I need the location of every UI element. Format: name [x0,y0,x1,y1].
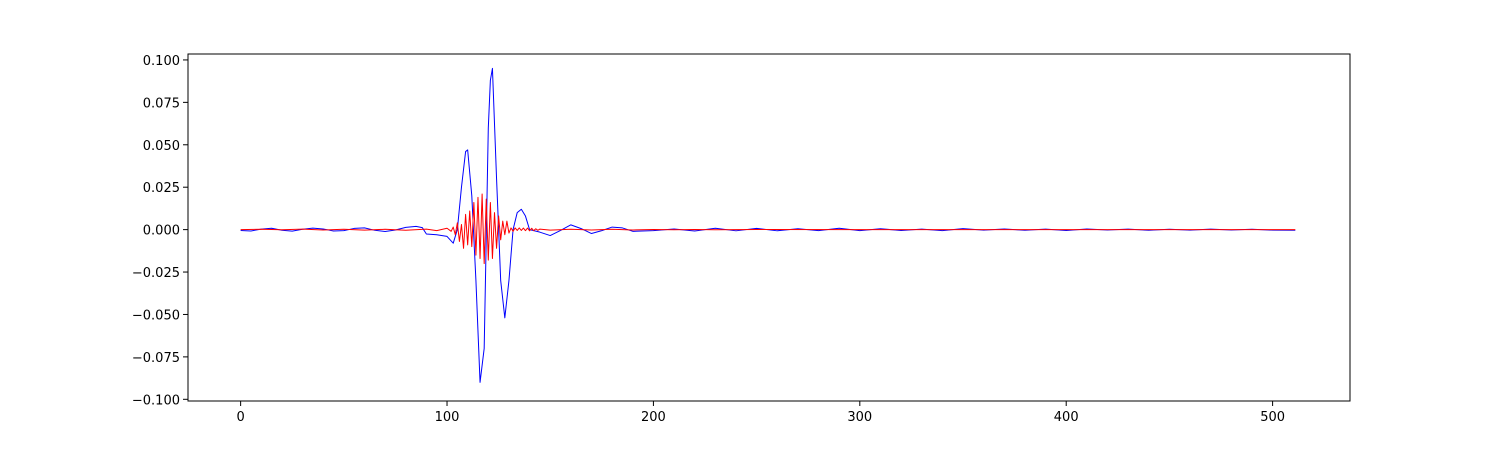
series-layer [240,67,1296,383]
series-line-2 [240,193,1296,265]
y-tick-label: −0.075 [132,351,180,366]
y-tick-label: −0.025 [132,266,180,281]
y-tick-label: 0.000 [143,224,180,239]
y-tick-label: −0.100 [132,393,180,408]
series-line-1 [240,67,1296,383]
axis-layer: 0 100 200 300 400 500 −0.100 −0.075 −0.050 −0.025… [132,53,1351,425]
y-tick-label: 0.100 [143,54,180,69]
x-tick-label: 400 [1054,410,1079,425]
y-tick-label: 0.050 [143,139,180,154]
x-tick-label: 300 [847,410,872,425]
y-tick-label: 0.025 [143,181,180,196]
x-tick-label: 0 [236,410,244,425]
x-tick-label: 200 [641,410,666,425]
x-tick-label: 100 [435,410,460,425]
axes-frame [187,53,1351,402]
y-tick-label: 0.075 [143,96,180,111]
y-tick-label: −0.050 [132,308,180,323]
x-tick-label: 500 [1260,410,1285,425]
